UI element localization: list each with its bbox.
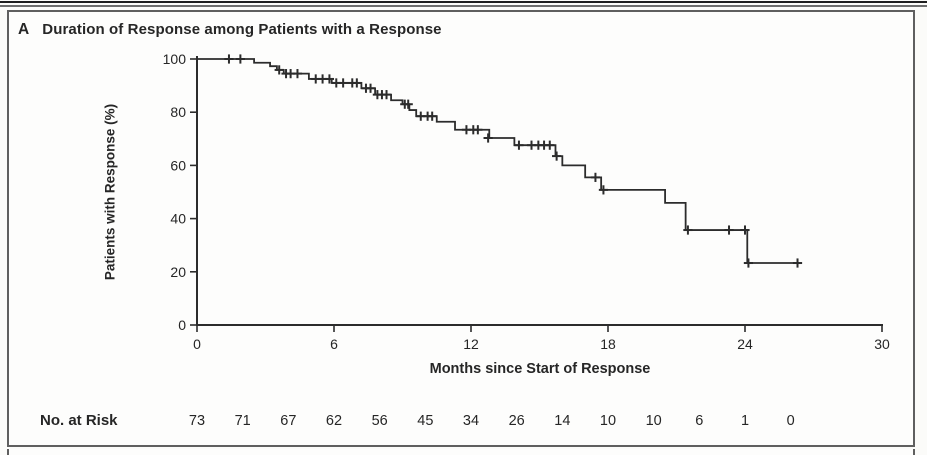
risk-count: 34 [463, 413, 479, 429]
risk-count: 10 [646, 413, 662, 429]
panel-a-frame [7, 10, 915, 447]
risk-count: 56 [372, 413, 388, 429]
risk-count: 1 [741, 413, 749, 429]
panel-b-top-edge [7, 449, 915, 455]
risk-count: 14 [554, 413, 570, 429]
x-tick-label: 0 [193, 336, 201, 352]
y-axis-title: Patients with Response (%) [102, 103, 118, 281]
x-tick-label: 30 [874, 336, 890, 352]
panel-letter: A [18, 21, 30, 38]
y-tick-label: 40 [170, 211, 186, 227]
x-tick-label: 24 [737, 336, 753, 352]
risk-count: 10 [600, 413, 616, 429]
risk-count: 6 [695, 413, 703, 429]
y-tick-label: 80 [170, 104, 186, 120]
y-tick-label: 100 [163, 51, 187, 67]
y-tick-label: 20 [170, 264, 186, 280]
y-tick-label: 0 [178, 317, 186, 333]
figure-top-rule-secondary [0, 5, 927, 7]
figure-top-rule [0, 1, 927, 3]
risk-count: 71 [235, 413, 251, 429]
risk-count: 0 [787, 413, 795, 429]
risk-table-label: No. at Risk [40, 412, 118, 429]
risk-count: 73 [189, 413, 205, 429]
panel-title-row: A Duration of Response among Patients wit… [18, 21, 442, 39]
x-tick-label: 12 [463, 336, 479, 352]
x-tick-label: 6 [330, 336, 338, 352]
panel-title: Duration of Response among Patients with… [42, 21, 442, 38]
km-curve [197, 58, 798, 264]
y-tick-label: 60 [170, 157, 186, 173]
risk-count: 62 [326, 413, 342, 429]
x-axis-title: Months since Start of Response [429, 361, 651, 377]
risk-count: 26 [509, 413, 525, 429]
x-tick-label: 18 [600, 336, 616, 352]
risk-count: 45 [417, 413, 433, 429]
risk-count: 67 [280, 413, 296, 429]
